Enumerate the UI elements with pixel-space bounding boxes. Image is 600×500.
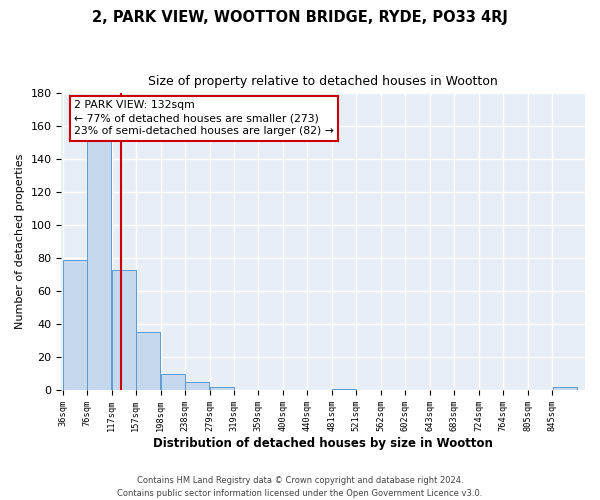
Bar (112, 270, 136, 390)
Bar (332, 388, 356, 390)
Y-axis label: Number of detached properties: Number of detached properties (15, 154, 25, 330)
Text: 2, PARK VIEW, WOOTTON BRIDGE, RYDE, PO33 4RJ: 2, PARK VIEW, WOOTTON BRIDGE, RYDE, PO33… (92, 10, 508, 25)
Bar (161, 374, 185, 390)
X-axis label: Distribution of detached houses by size in Wootton: Distribution of detached houses by size … (153, 437, 493, 450)
Text: 2 PARK VIEW: 132sqm
← 77% of detached houses are smaller (273)
23% of semi-detac: 2 PARK VIEW: 132sqm ← 77% of detached ho… (74, 100, 334, 136)
Bar (185, 382, 209, 390)
Title: Size of property relative to detached houses in Wootton: Size of property relative to detached ho… (148, 75, 498, 88)
Text: Contains HM Land Registry data © Crown copyright and database right 2024.
Contai: Contains HM Land Registry data © Crown c… (118, 476, 482, 498)
Bar (553, 387, 577, 390)
Bar (210, 387, 234, 390)
Bar (136, 332, 160, 390)
Bar (63, 260, 87, 390)
Bar (87, 141, 111, 390)
